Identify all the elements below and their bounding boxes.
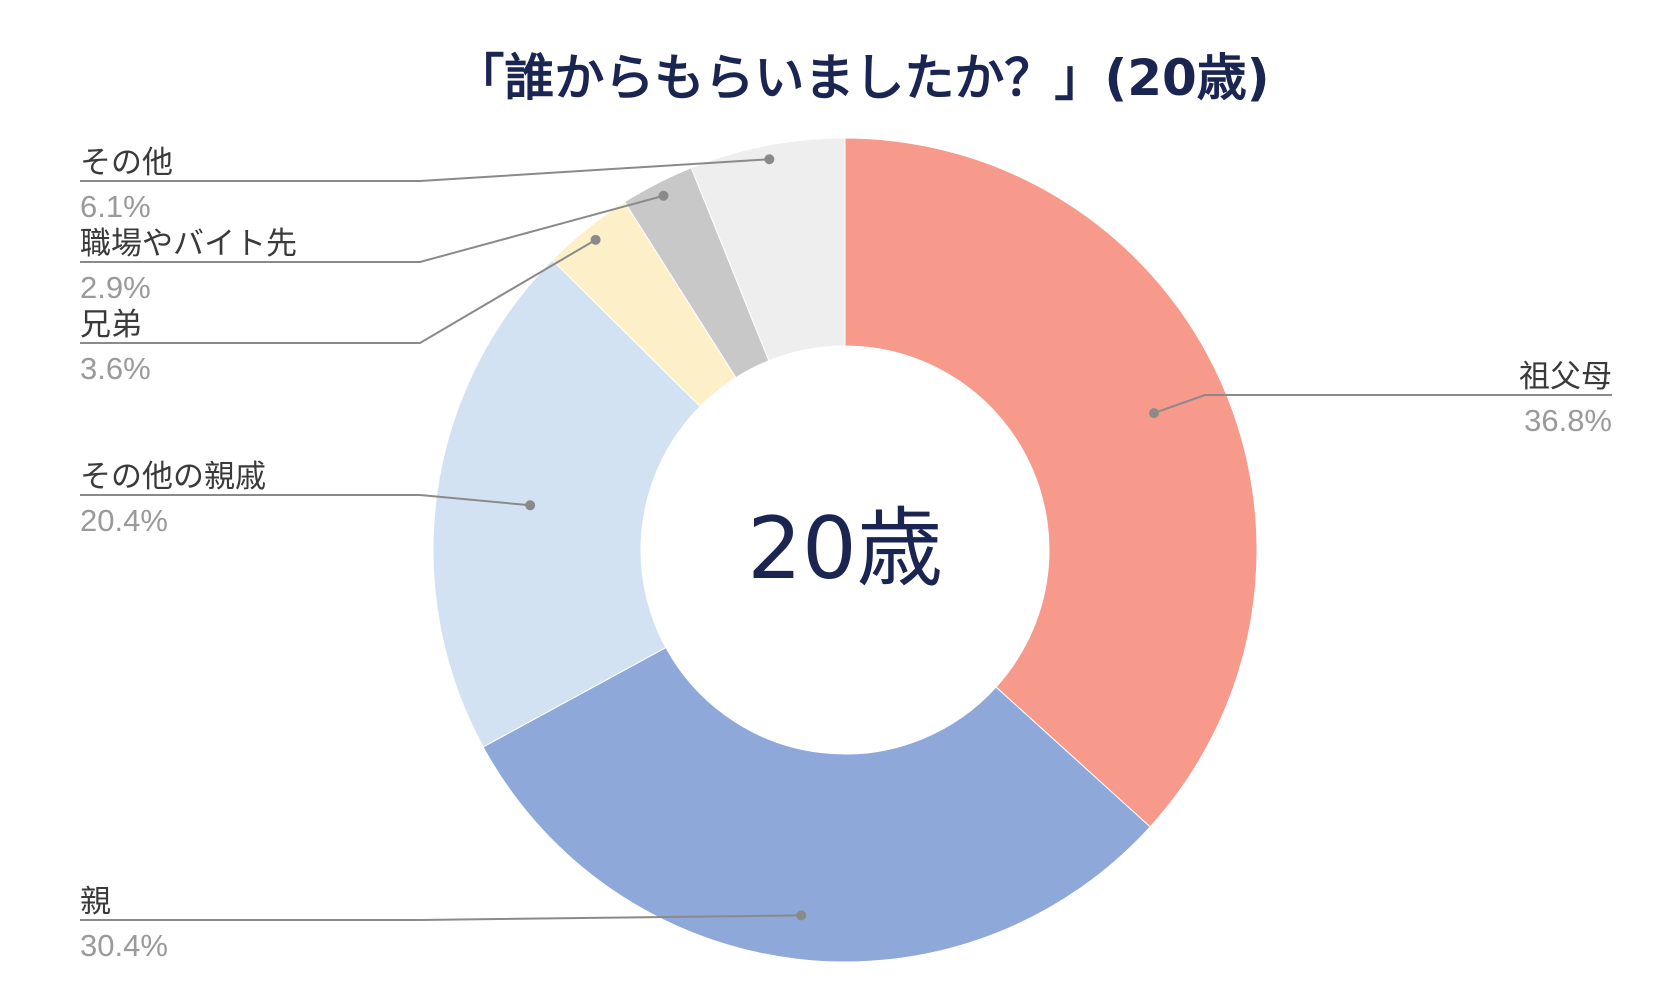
slice-callouts: 祖父母 36.8% 親 30.4% その他の親戚 20.4% 兄弟 3.6% 職場やバイト先 2.… <box>80 145 1612 963</box>
leader-line-parents <box>80 914 802 921</box>
leader-line-workplace <box>80 194 664 263</box>
label-other-relatives: その他の親戚 <box>80 459 266 495</box>
leader-dot-other <box>764 154 775 165</box>
leader-dot-grandparents <box>1149 408 1160 419</box>
leader-dot-other-relatives <box>525 500 536 511</box>
label-parents: 親 <box>80 884 111 920</box>
center-label: 20歳 <box>747 499 942 599</box>
leader-line-other <box>80 158 770 182</box>
leader-line-other-relatives <box>80 494 531 507</box>
leader-line-siblings <box>80 238 597 344</box>
slice-parents <box>482 646 1151 963</box>
label-other: その他 <box>80 145 173 181</box>
value-label-siblings: 3.6% <box>80 351 151 386</box>
slice-other <box>690 137 846 362</box>
value-label-other-relatives: 20.4% <box>80 503 168 538</box>
value-label-parents: 30.4% <box>80 928 168 963</box>
leader-line-grandparents <box>1153 394 1612 415</box>
leader-dot-workplace <box>658 190 669 201</box>
label-grandparents: 祖父母 <box>1519 359 1612 395</box>
value-label-other: 6.1% <box>80 189 151 224</box>
donut-slices <box>432 137 1258 963</box>
value-label-workplace: 2.9% <box>80 270 151 305</box>
chart-title: 「誰からもらいましたか？」(20歳) <box>454 49 1269 107</box>
label-workplace: 職場やバイト先 <box>80 226 297 262</box>
slice-grandparents <box>844 137 1258 828</box>
slice-other-relatives <box>432 259 701 748</box>
label-siblings: 兄弟 <box>80 307 142 343</box>
leader-dot-siblings <box>590 234 601 245</box>
value-label-grandparents: 36.8% <box>1524 403 1612 438</box>
leader-dot-parents <box>796 910 807 921</box>
